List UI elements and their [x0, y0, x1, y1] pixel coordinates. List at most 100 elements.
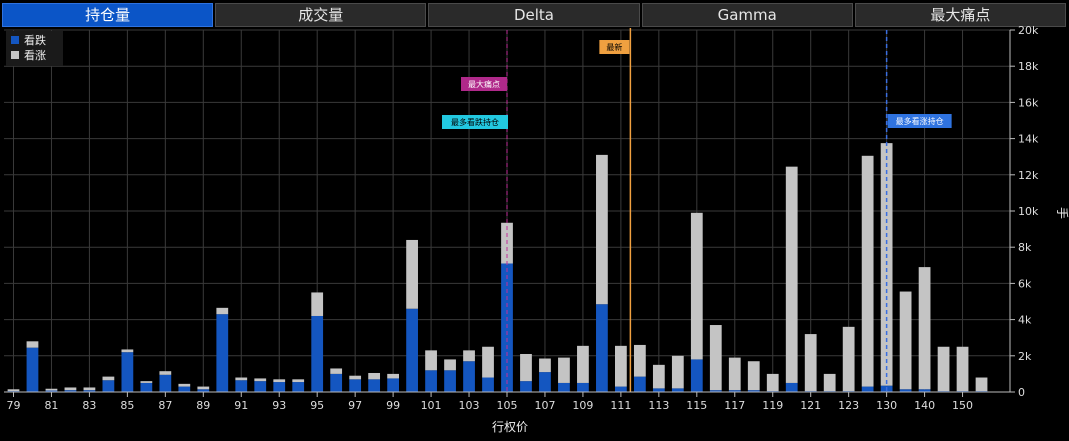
bar-call [633, 344, 646, 377]
bar-put [633, 376, 646, 392]
tab-max-pain[interactable]: 最大痛点 [854, 3, 1067, 27]
bar-call [690, 212, 703, 360]
bar-call [539, 358, 551, 373]
legend-put-swatch [11, 36, 19, 44]
bar-put [26, 347, 39, 392]
bar-put [539, 372, 551, 392]
bar-put [254, 381, 267, 392]
bar-call [140, 381, 153, 383]
bar-put [728, 390, 741, 392]
tab-open-interest[interactable]: 持仓量 [2, 3, 214, 27]
bar-call [292, 379, 305, 383]
bar-call [596, 154, 608, 305]
legend-put-label: 看跌 [24, 33, 46, 47]
x-tick-label: 83 [82, 399, 96, 412]
bar-call [747, 361, 760, 391]
bar-call [482, 346, 494, 378]
bar-call [102, 376, 115, 381]
x-tick-label: 121 [800, 399, 821, 412]
x-tick-label: 107 [534, 399, 555, 412]
bar-put [463, 361, 475, 392]
bar-put [178, 386, 191, 392]
bar-call [652, 364, 665, 389]
bar-call [216, 307, 229, 315]
bar-put [45, 390, 58, 392]
bar-call [520, 353, 532, 382]
x-axis-label: 行权价 [492, 420, 528, 434]
x-tick-label: 89 [196, 399, 210, 412]
bar-put [406, 308, 418, 392]
bar-call [273, 379, 286, 383]
legend-call-swatch [11, 51, 19, 59]
bar-call [785, 166, 798, 383]
y-tick-label: 8k [1018, 241, 1032, 254]
bar-put [652, 388, 665, 392]
bar-put [102, 380, 115, 392]
bar-call [937, 346, 950, 392]
bar-call [842, 326, 855, 392]
bar-put [425, 370, 437, 392]
bar-put [482, 377, 494, 392]
x-tick-label: 130 [876, 399, 897, 412]
bar-put [785, 382, 798, 392]
bar-put [216, 314, 229, 392]
x-tick-label: 123 [838, 399, 859, 412]
bar-call [577, 345, 589, 383]
x-tick-label: 81 [44, 399, 58, 412]
max-pain-annotation-box [461, 77, 507, 91]
bar-put [64, 390, 77, 392]
bar-call [45, 388, 58, 391]
bar-call [728, 357, 741, 391]
y-tick-label: 6k [1018, 277, 1032, 290]
bar-call [804, 334, 817, 392]
tab-gamma[interactable]: Gamma [641, 3, 853, 27]
bar-call [26, 341, 39, 348]
x-tick-label: 95 [310, 399, 324, 412]
bar-call [159, 371, 172, 375]
bar-put [577, 382, 589, 392]
x-tick-label: 140 [914, 399, 935, 412]
bar-put [311, 315, 324, 392]
bar-call [83, 387, 96, 391]
bar-call [368, 372, 381, 380]
bar-call [235, 377, 248, 381]
x-tick-label: 111 [610, 399, 631, 412]
bar-put [899, 389, 912, 392]
y-tick-label: 20k [1018, 24, 1039, 37]
bars-layer [7, 143, 988, 392]
most-call-oi-annotation-label: 最多看涨持仓 [896, 116, 944, 126]
x-tick-label: 87 [158, 399, 172, 412]
bar-put [747, 390, 760, 392]
bar-call [463, 350, 475, 362]
y-tick-label: 10k [1018, 205, 1039, 218]
tab-delta[interactable]: Delta [428, 3, 640, 27]
x-tick-label: 115 [686, 399, 707, 412]
x-tick-label: 99 [386, 399, 400, 412]
x-tick-label: 113 [648, 399, 669, 412]
bar-put [558, 382, 570, 392]
most-put-oi-annotation-box [442, 115, 508, 129]
x-tick-label: 79 [6, 399, 20, 412]
bar-call [709, 325, 722, 391]
bar-call [330, 368, 343, 374]
bar-put [387, 378, 399, 392]
bar-call [387, 373, 399, 379]
bar-put [197, 389, 210, 392]
bar-call [311, 292, 324, 316]
bar-call [121, 349, 134, 353]
bar-put [596, 304, 608, 392]
bar-put [671, 388, 684, 392]
bar-call [7, 389, 20, 392]
x-tick-label: 150 [952, 399, 973, 412]
x-tick-label: 117 [724, 399, 745, 412]
bar-call [861, 155, 874, 387]
x-tick-label: 93 [272, 399, 286, 412]
x-tick-label: 119 [762, 399, 783, 412]
tab-volume[interactable]: 成交量 [215, 3, 427, 27]
bar-put [140, 382, 153, 392]
x-tick-label: 97 [348, 399, 362, 412]
tab-bar: 持仓量 成交量 Delta Gamma 最大痛点 [2, 3, 1067, 27]
bar-call [918, 267, 931, 390]
bar-put [330, 373, 343, 392]
